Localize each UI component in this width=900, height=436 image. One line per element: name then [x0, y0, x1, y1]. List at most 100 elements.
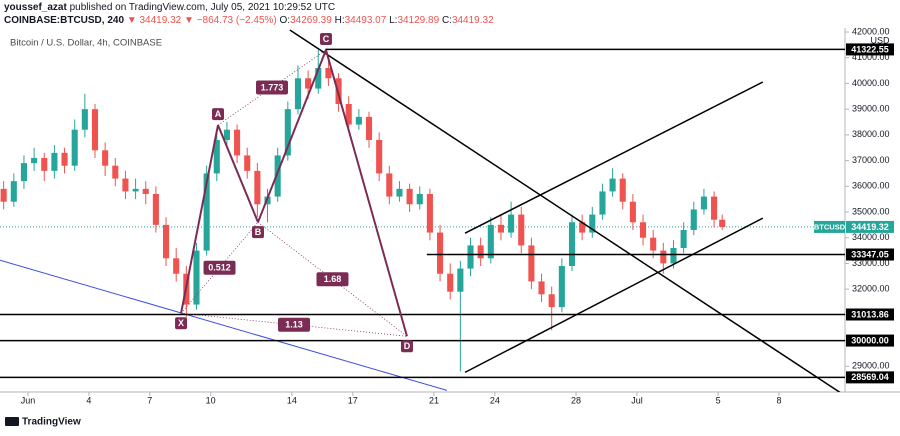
change: −864.73 (−2.45%)	[196, 15, 277, 26]
candle-body	[406, 188, 413, 205]
ratio-line	[181, 312, 408, 337]
x-tick-label: 7	[147, 395, 152, 405]
y-tick-label: 36000.00	[852, 181, 890, 191]
candle-body	[345, 104, 352, 125]
trendline	[464, 81, 764, 234]
symbol: COINBASE:BTCUSD, 240	[4, 15, 125, 26]
level-box	[846, 248, 894, 261]
chart-title: Bitcoin / U.S. Dollar, 4h, COINBASE	[10, 38, 162, 49]
candle-body	[51, 152, 58, 171]
candle-body	[508, 214, 515, 233]
ratio-label: 1.13	[285, 320, 303, 330]
candle-body	[386, 173, 393, 197]
candle-body	[660, 250, 667, 264]
candle-body	[112, 165, 119, 179]
candle-body	[690, 209, 697, 230]
trendline	[464, 217, 764, 374]
ratio-box	[255, 80, 288, 95]
candle-body	[284, 109, 291, 156]
candle-body	[609, 178, 616, 192]
level-box	[846, 334, 894, 347]
last-price-box	[846, 220, 894, 233]
level-box	[846, 43, 894, 56]
candle-body	[477, 245, 484, 259]
last-name: BTCUSD	[814, 222, 846, 231]
ohlc-key: C:	[441, 15, 452, 26]
candle-body	[223, 129, 230, 140]
brand: TradingView	[22, 417, 81, 428]
pattern-leg	[180, 124, 219, 314]
y-tick-label: 35000.00	[852, 206, 890, 216]
point-box	[319, 33, 332, 45]
candle-body	[61, 152, 68, 166]
ohlc-key: L:	[389, 15, 398, 26]
pattern-leg	[257, 49, 327, 223]
level-label: 28569.04	[851, 372, 889, 382]
ratio-box	[203, 260, 236, 275]
y-tick-label: 39000.00	[852, 104, 890, 114]
candle-body	[132, 188, 139, 192]
y-tick-label: 34000.00	[852, 232, 890, 242]
point-label: A	[215, 109, 222, 119]
x-tick-label: 10	[206, 395, 216, 405]
candle-body	[10, 181, 17, 202]
y-tick-label: 33000.00	[852, 258, 890, 268]
candle-body	[447, 273, 454, 292]
candle-body	[376, 140, 383, 174]
currency: USD	[870, 35, 890, 45]
ohlc-value: 34129.89	[397, 15, 440, 26]
candle-body	[162, 224, 170, 259]
ratio-label: 1.773	[261, 82, 284, 92]
candle-body	[568, 222, 576, 266]
point-box	[400, 340, 413, 353]
ohlc-value: 34493.07	[344, 15, 387, 26]
x-tick-label: 4	[86, 395, 91, 405]
candle-body	[294, 78, 302, 110]
publish-line: youssef_azat published on TradingView.co…	[4, 2, 335, 13]
candle-body	[497, 224, 504, 233]
point-label: B	[255, 227, 262, 237]
y-tick-label: 42000.00	[852, 26, 890, 36]
ratio-label: 0.512	[208, 263, 231, 273]
ratio-label: 1.68	[324, 274, 342, 284]
candle-body	[629, 201, 636, 223]
author: youssef_azat	[4, 2, 67, 13]
ratio-line	[217, 49, 327, 126]
ohlc-key: H:	[334, 15, 345, 26]
candle-body	[589, 214, 596, 233]
level-label: 33347.05	[851, 249, 889, 259]
candle-body	[31, 158, 38, 164]
candle-body	[639, 222, 647, 238]
candle-body	[518, 214, 525, 246]
candle-body	[274, 155, 281, 197]
x-tick-label: 24	[490, 395, 500, 405]
candle-body	[254, 170, 261, 205]
candle-body	[538, 281, 545, 295]
level-label: 30000.00	[851, 335, 889, 345]
ratio-box	[278, 317, 311, 332]
logo: TradingView	[5, 417, 81, 428]
candle-body	[711, 196, 718, 220]
candle-body	[650, 237, 657, 251]
point-box	[251, 226, 264, 239]
y-tick-label: 32000.00	[852, 284, 890, 294]
candle-body	[528, 245, 535, 282]
pattern-leg	[325, 49, 408, 337]
published: published on TradingView.com, July 05, 2…	[69, 2, 336, 13]
x-tick-label: 8	[777, 395, 782, 405]
ratio-line	[180, 221, 259, 314]
x-tick-label: 14	[287, 395, 297, 405]
point-label: C	[323, 34, 330, 44]
candle-body	[213, 140, 220, 174]
candle-body	[305, 78, 312, 89]
last-name-box	[814, 220, 845, 233]
candle-body	[467, 245, 474, 269]
level-box	[846, 308, 894, 321]
candle-body	[41, 158, 48, 171]
candle-body	[71, 129, 78, 166]
point-box	[175, 317, 188, 330]
level-label: 31013.86	[851, 309, 889, 319]
candle-body	[579, 222, 586, 233]
